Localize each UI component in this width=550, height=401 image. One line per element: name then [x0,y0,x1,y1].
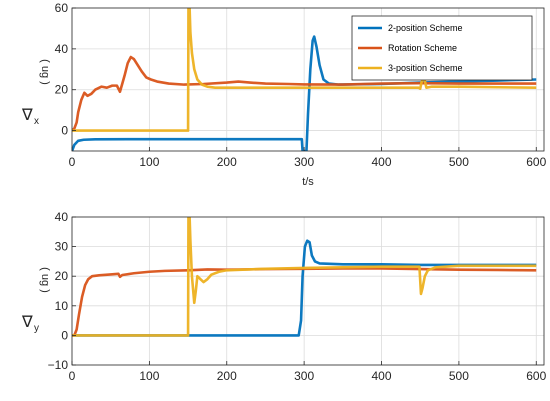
legend-entry-1: Rotation Scheme [388,43,457,53]
series-line-1 [72,55,537,132]
y-axis-label-unit: ( ug ) [39,59,51,85]
x-tick-label: 100 [139,155,159,169]
x-tick-label: 600 [526,155,546,169]
y-tick-label: 20 [55,83,69,97]
y-axis-label-subscript: x [34,116,39,127]
legend-entry-0: 2-position Scheme [388,23,463,33]
series-line-0 [72,239,537,337]
legend-entry-2: 3-position Scheme [388,63,463,73]
series-line-2 [72,8,537,132]
x-tick-label: 100 [139,369,159,383]
x-tick-label: 0 [69,155,76,169]
x-tick-label: 600 [526,369,546,383]
x-axis-label: t/s [302,176,314,188]
y-tick-label: 10 [55,299,69,313]
y-axis-label-symbol: ∇ [21,107,33,124]
y-tick-label: 0 [61,124,68,138]
x-tick-label: 400 [371,369,391,383]
series-line-1 [72,267,537,337]
y-tick-label: 20 [55,269,69,283]
y-tick-label: 0 [61,328,68,342]
y-tick-label: 30 [55,240,69,254]
x-tick-label: 400 [371,155,391,169]
y-tick-label: 40 [55,210,69,224]
y-tick-label: −10 [48,358,69,372]
x-tick-label: 200 [217,155,237,169]
axes-box [71,7,545,152]
x-tick-label: 200 [217,369,237,383]
y-axis-label-symbol: ∇ [21,314,33,331]
y-axis-label-unit: ( ug ) [39,267,51,293]
series-line-2 [72,217,537,337]
x-tick-label: 300 [294,369,314,383]
x-tick-label: 500 [449,369,469,383]
y-tick-label: 60 [55,1,69,15]
x-tick-label: 300 [294,155,314,169]
y-tick-label: 40 [55,42,69,56]
plot-upper: 0 100 200 300 400 500 600 0 20 40 60 t/s ∇ x ( ug ) 2-p… [21,1,547,188]
plot-area [72,217,544,365]
axes-box [71,216,545,366]
y-axis-label-subscript: y [34,323,39,334]
x-tick-label: 0 [69,369,76,383]
x-tick-label: 500 [449,155,469,169]
